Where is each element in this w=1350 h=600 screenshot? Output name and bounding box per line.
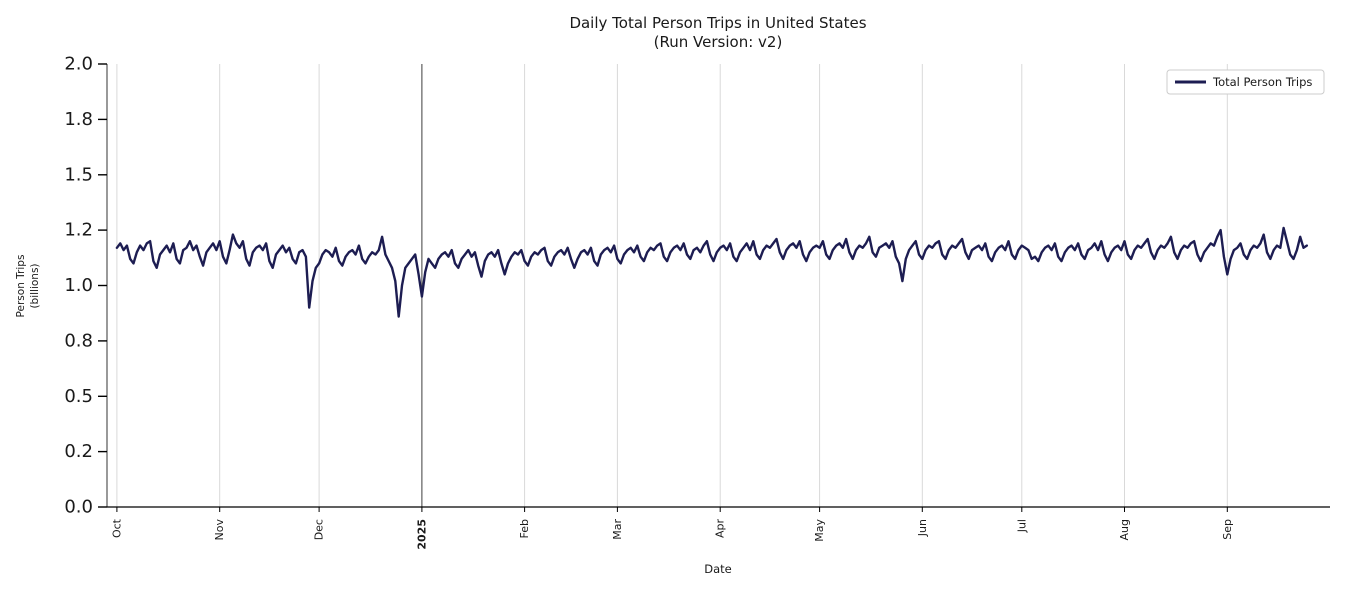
- legend: Total Person Trips: [1166, 69, 1325, 95]
- series-line-total-person-trips: [115, 226, 1308, 318]
- y-tick-label: 1.5: [64, 164, 93, 185]
- x-tick-label: Oct: [110, 518, 123, 538]
- series-layer: [115, 226, 1308, 318]
- x-tick-label: Jul: [1015, 519, 1028, 533]
- x-tick-label: Feb: [518, 519, 531, 538]
- legend-box: [1166, 69, 1325, 95]
- x-tick-label: Jun: [916, 519, 929, 537]
- y-tick-label: 1.0: [64, 275, 93, 296]
- x-tick-label: Aug: [1118, 519, 1131, 540]
- y-tick-label: 0.2: [64, 441, 93, 462]
- y-tick-label: 0.0: [64, 497, 93, 518]
- x-tick-label: Dec: [313, 519, 326, 540]
- y-tick-label: 2.0: [64, 54, 93, 75]
- grid-layer: [116, 64, 1228, 507]
- y-axis-label-line1: Person Trips: [15, 255, 27, 318]
- chart-subtitle: (Run Version: v2): [654, 33, 783, 51]
- x-axis-label: Date: [704, 562, 732, 576]
- chart-title: Daily Total Person Trips in United State…: [569, 14, 866, 32]
- y-tick-label: 1.2: [64, 220, 93, 241]
- y-axis-label-line2: (billions): [29, 263, 41, 308]
- legend-label: Total Person Trips: [1212, 75, 1312, 89]
- y-tick-label: 0.8: [64, 330, 93, 351]
- x-tick-label: Nov: [213, 519, 226, 541]
- x-tick-label: 2025: [415, 519, 428, 550]
- x-tick-label: Apr: [714, 519, 727, 539]
- x-tick-label: May: [813, 519, 826, 542]
- x-tick-label: Mar: [611, 519, 624, 540]
- y-tick-label: 0.5: [64, 386, 93, 407]
- y-tick-label: 1.8: [64, 109, 93, 130]
- axis-layer: 0.0 0.2 0.5 0.8 1.0 1.2 1.5 1.8 2.0 Oct Nov Dec 2025…: [64, 54, 1330, 550]
- x-tick-label: Sep: [1221, 519, 1234, 540]
